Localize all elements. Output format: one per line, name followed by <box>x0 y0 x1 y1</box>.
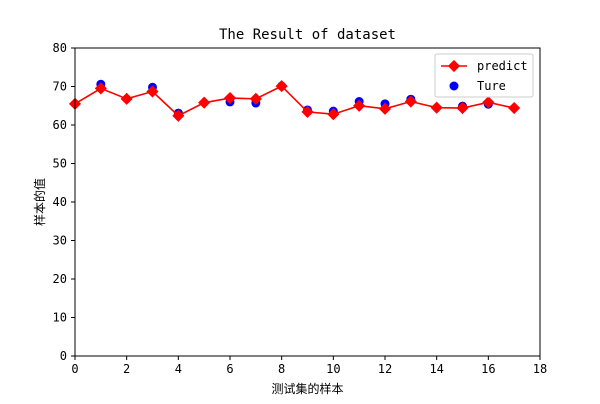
y-tick-label: 80 <box>53 41 67 55</box>
x-tick-label: 2 <box>123 362 130 376</box>
predict-point <box>482 96 495 109</box>
x-tick-label: 4 <box>175 362 182 376</box>
predict-point <box>275 80 288 93</box>
predict-point <box>353 99 366 112</box>
x-axis-label: 测试集的样本 <box>271 381 343 396</box>
y-tick-label: 0 <box>60 349 67 363</box>
predict-point <box>198 96 211 109</box>
y-tick-label: 40 <box>53 195 67 209</box>
predict-point <box>456 101 469 115</box>
predict-point <box>146 85 159 98</box>
x-tick-label: 8 <box>278 362 285 376</box>
y-axis-label: 样本的值 <box>32 178 47 226</box>
y-tick-label: 20 <box>53 272 67 286</box>
predict-point <box>223 91 237 105</box>
x-tick-label: 10 <box>326 362 340 376</box>
legend-predict-marker <box>447 59 461 73</box>
predict-point <box>327 108 340 121</box>
predict-point <box>172 109 185 122</box>
x-tick-label: 0 <box>71 362 78 376</box>
legend-predict-label: predict <box>477 59 528 73</box>
predict-point <box>249 92 262 105</box>
predict-point <box>120 92 133 105</box>
chart-title: The Result of dataset <box>219 27 396 43</box>
y-tick-label: 30 <box>53 234 67 248</box>
legend-ture-label: Ture <box>477 79 506 93</box>
legend-box <box>434 53 534 98</box>
predict-point <box>430 101 443 114</box>
x-tick-label: 6 <box>226 362 233 376</box>
axis-ticks: 0 2 4 6 8 10 12 14 16 18 0 10 20 30 40 50 60 70 80 <box>53 41 548 376</box>
y-tick-label: 60 <box>53 118 67 132</box>
y-tick-label: 70 <box>53 80 67 94</box>
predict-point <box>378 102 392 115</box>
y-tick-label: 50 <box>53 157 67 171</box>
predict-point <box>508 101 521 115</box>
x-tick-label: 18 <box>533 362 547 376</box>
predict-point <box>94 82 107 95</box>
x-tick-label: 12 <box>378 362 392 376</box>
x-tick-label: 14 <box>429 362 443 376</box>
y-tick-label: 10 <box>53 311 67 325</box>
predict-point <box>404 95 417 108</box>
predict-point <box>301 105 314 118</box>
x-tick-label: 16 <box>481 362 495 376</box>
legend: predict Ture <box>434 53 534 98</box>
legend-ture-marker <box>449 81 459 91</box>
